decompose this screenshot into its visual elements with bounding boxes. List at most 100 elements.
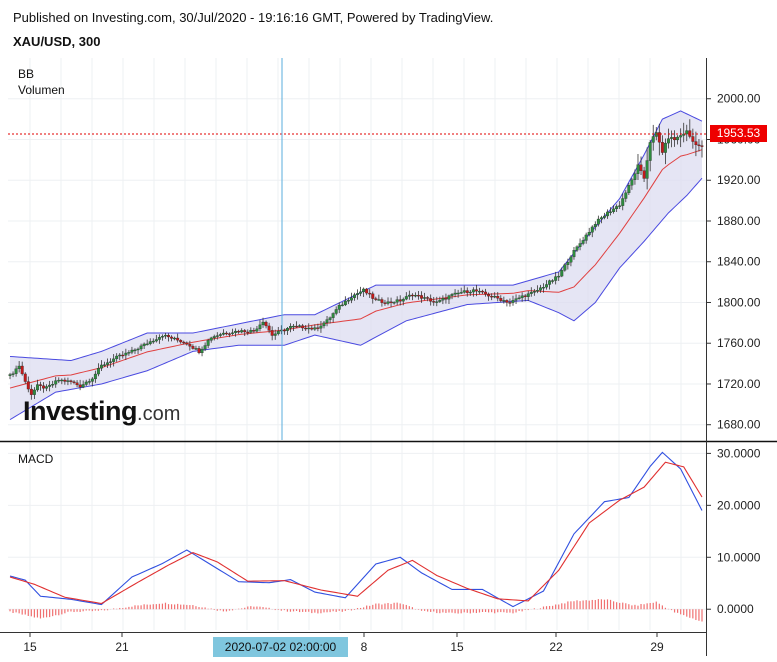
candle-body	[420, 295, 423, 299]
candle-body	[182, 341, 186, 344]
candle-body	[51, 384, 55, 386]
candle-body	[176, 337, 180, 341]
candle-body	[578, 243, 582, 247]
candle-body	[471, 289, 475, 293]
candle-body	[523, 295, 527, 297]
candle-body	[667, 138, 670, 144]
candle-body	[66, 380, 70, 382]
candle-body	[441, 298, 445, 301]
candle-body	[511, 300, 515, 303]
candle-body	[313, 327, 317, 330]
candle-body	[90, 378, 94, 382]
candle-body	[572, 250, 576, 258]
candle-body	[20, 365, 24, 375]
candle-body	[517, 297, 521, 300]
candle-body	[215, 335, 219, 337]
candle-body	[566, 262, 570, 265]
candle-body	[581, 240, 585, 244]
candle-body	[322, 322, 326, 327]
candle-body	[246, 331, 250, 334]
candle-body	[35, 384, 39, 391]
candle-body	[673, 137, 677, 141]
candle-body	[295, 325, 299, 328]
candle-body	[395, 299, 399, 303]
candle-body	[11, 373, 15, 375]
candle-body	[493, 295, 497, 298]
candle-body	[258, 324, 262, 330]
candle-body	[337, 305, 341, 310]
candle-body	[520, 295, 524, 299]
price-tick-label: 1760.00	[717, 336, 761, 350]
candle-body	[362, 288, 366, 293]
candle-body	[349, 297, 353, 301]
candle-body	[243, 330, 247, 333]
candle-body	[157, 337, 161, 340]
candle-body	[289, 326, 292, 329]
candle-body	[365, 288, 369, 294]
candle-body	[487, 294, 491, 297]
candle-body	[563, 264, 567, 271]
candle-body	[310, 327, 314, 330]
candle-body	[100, 364, 103, 369]
candle-body	[682, 133, 686, 136]
candle-body	[444, 298, 448, 300]
candle-body	[63, 379, 67, 382]
candle-body	[606, 211, 609, 217]
candle-body	[697, 144, 701, 147]
candle-body	[429, 298, 433, 302]
macd-tick-label: 0.0000	[717, 602, 754, 616]
candle-body	[657, 132, 661, 143]
candle-body	[78, 384, 82, 388]
candle-body	[197, 348, 201, 354]
candle-body	[331, 313, 335, 318]
candle-body	[432, 301, 436, 303]
candle-body	[249, 330, 253, 333]
candle-body	[234, 330, 238, 333]
candle-body	[465, 290, 469, 293]
candle-body	[670, 137, 673, 139]
candle-body	[48, 384, 52, 387]
price-tick-label: 1840.00	[717, 255, 761, 269]
candle-body	[450, 294, 454, 296]
time-tick-label: 8	[361, 640, 368, 654]
symbol-title: XAU/USD, 300	[13, 34, 101, 49]
candle-body	[319, 325, 323, 329]
candle-body	[502, 300, 506, 302]
candle-body	[642, 170, 646, 179]
candle-body	[410, 294, 414, 297]
macd-tick-label: 30.0000	[717, 446, 761, 460]
candle-body	[127, 352, 131, 354]
candle-body	[618, 205, 622, 207]
candle-body	[145, 343, 149, 346]
candle-body	[505, 300, 509, 303]
volume-indicator-label[interactable]: Volumen	[18, 83, 65, 97]
macd-indicator-label[interactable]: MACD	[18, 452, 54, 466]
candle-body	[474, 289, 478, 292]
candle-body	[60, 379, 64, 382]
candle-body	[301, 325, 305, 329]
candle-body	[551, 280, 555, 282]
candle-body	[224, 332, 228, 335]
candle-body	[334, 309, 338, 314]
candle-body	[685, 130, 689, 135]
candle-body	[115, 355, 119, 360]
price-tick-label: 1920.00	[717, 173, 761, 187]
candle-body	[231, 332, 234, 334]
candle-body	[648, 142, 652, 161]
candle-body	[279, 329, 283, 332]
candle-body	[160, 336, 164, 338]
candle-body	[221, 332, 225, 335]
candle-body	[353, 294, 356, 298]
candle-body	[392, 302, 396, 304]
candle-body	[380, 299, 384, 303]
candle-body	[304, 327, 308, 330]
macd-tick-label: 20.0000	[717, 498, 761, 512]
candle-body	[200, 348, 204, 354]
bb-indicator-label[interactable]: BB	[18, 67, 35, 81]
candle-body	[325, 319, 329, 324]
investing-logo: Investing.com	[23, 396, 181, 426]
candle-body	[237, 330, 241, 333]
candle-body	[413, 294, 417, 297]
time-tick-label: 15	[450, 640, 464, 654]
candle-body	[298, 325, 302, 327]
